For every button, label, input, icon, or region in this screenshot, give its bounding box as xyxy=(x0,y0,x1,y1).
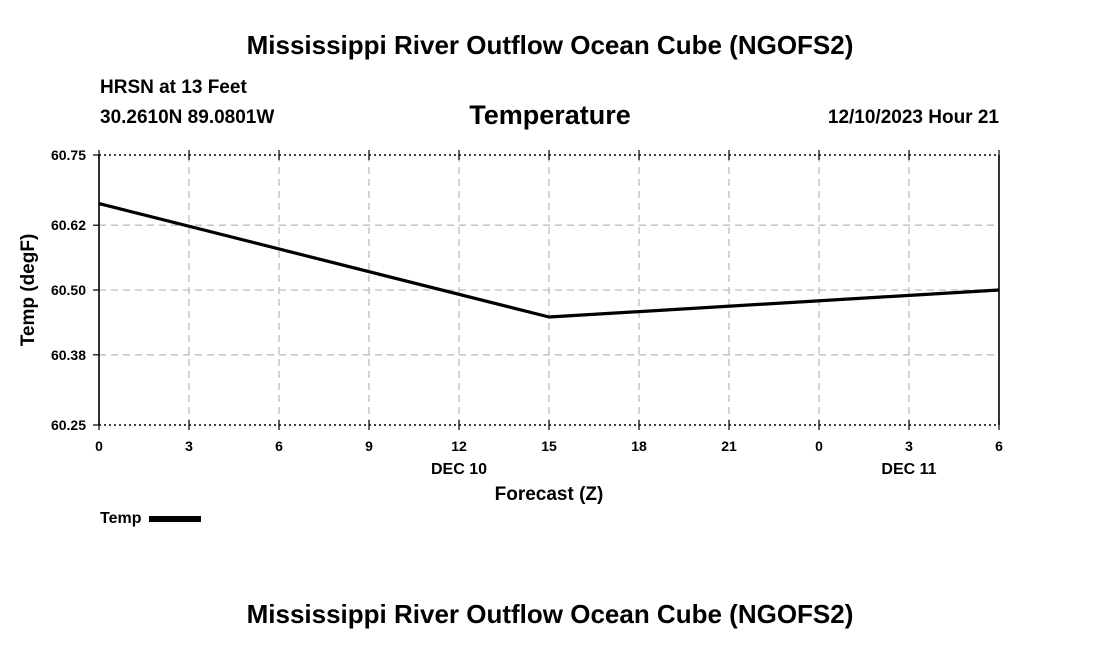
x-tick-label: 3 xyxy=(905,438,913,454)
x-tick-label: 18 xyxy=(631,438,647,454)
legend-swatch-temp xyxy=(149,516,202,522)
x-date-label: DEC 11 xyxy=(881,461,936,478)
series-line-temp xyxy=(98,202,1000,319)
legend-label-temp: Temp xyxy=(100,510,142,527)
x-tick-label: 6 xyxy=(995,438,1003,454)
x-tick-label: 0 xyxy=(95,438,103,454)
x-tick-label: 6 xyxy=(275,438,283,454)
chart-title: Temperature xyxy=(469,100,631,130)
station-coordinates: 30.2610N 89.0801W xyxy=(100,107,275,128)
x-axis-title: Forecast (Z) xyxy=(495,484,604,505)
y-tick-label: 60.62 xyxy=(51,217,86,233)
chart-legend: Temp xyxy=(100,510,202,528)
y-tick-label: 60.38 xyxy=(51,347,86,363)
x-tick-label: 15 xyxy=(541,438,557,454)
station-label: HRSN at 13 Feet xyxy=(100,77,247,98)
x-tick-label: 3 xyxy=(185,438,193,454)
y-tick-label: 60.75 xyxy=(51,147,86,163)
x-tick-label: 9 xyxy=(365,438,373,454)
x-tick-label: 12 xyxy=(451,438,467,454)
page-title: Mississippi River Outflow Ocean Cube (NG… xyxy=(246,30,854,60)
y-tick-label: 60.50 xyxy=(51,282,86,298)
x-tick-label: 0 xyxy=(815,438,823,454)
forecast-datetime: 12/10/2023 Hour 21 xyxy=(827,107,999,128)
x-tick-label: 21 xyxy=(721,438,737,454)
x-date-label: DEC 10 xyxy=(431,461,487,478)
y-tick-label: 60.25 xyxy=(51,417,86,433)
y-axis-title: Temp (degF) xyxy=(18,234,39,347)
footer-title: Mississippi River Outflow Ocean Cube (NG… xyxy=(246,599,854,629)
